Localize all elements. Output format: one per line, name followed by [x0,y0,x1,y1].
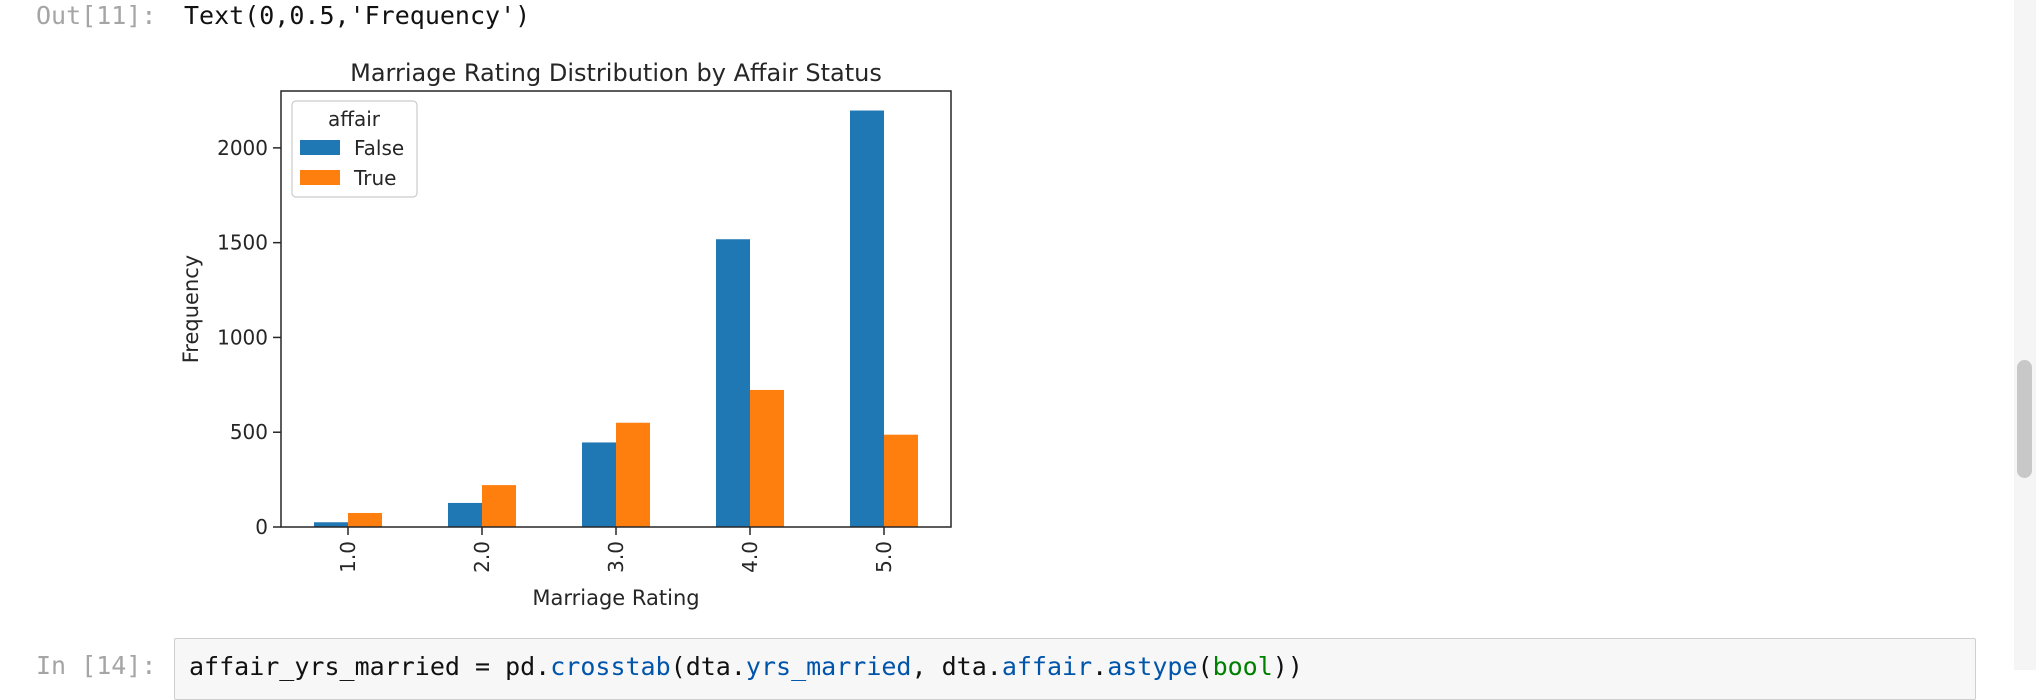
code-token: affair_yrs_married = pd. [189,652,551,681]
x-tick-label: 1.0 [336,541,360,573]
chart-title: Marriage Rating Distribution by Affair S… [350,59,882,87]
y-axis-label: Frequency [179,255,203,364]
y-tick-label: 500 [230,420,268,444]
bar-false-5 [850,110,884,528]
bar-true-5 [884,434,918,527]
output-text: Text(0,0.5,'Frequency') [184,1,531,30]
code-cell[interactable]: affair_yrs_married = pd.crosstab(dta.yrs… [174,638,1976,700]
y-tick-label: 1500 [217,231,268,255]
code-line[interactable]: affair_yrs_married = pd.crosstab(dta.yrs… [189,652,1303,681]
bar-true-2 [482,485,516,527]
legend-title: affair [328,107,381,131]
bar-true-3 [616,422,650,527]
legend-swatch-true [300,170,340,185]
x-tick-label: 4.0 [738,541,762,573]
legend-label-false: False [354,136,404,160]
code-token: ( [1197,652,1213,681]
bar-false-1 [314,522,348,527]
x-tick-label: 2.0 [470,541,494,573]
y-tick-label: 0 [255,515,268,539]
bar-false-3 [582,442,616,527]
out-prompt: Out[11]: [36,1,157,30]
bar-true-4 [750,389,784,527]
x-tick-label: 5.0 [872,541,896,573]
y-tick-label: 2000 [217,136,268,160]
bar-true-1 [348,512,382,527]
code-token-attr: affair [1001,652,1093,681]
in-prompt: In [14]: [36,651,157,680]
scrollbar-thumb[interactable] [2017,360,2032,478]
code-token-builtin: bool [1212,652,1273,681]
x-axis-label: Marriage Rating [532,586,699,610]
scrollbar-track[interactable] [2014,0,2036,670]
code-token: )) [1272,652,1303,681]
bar-chart: Marriage Rating Distribution by Affair S… [179,59,952,610]
code-token-attr: yrs_married [745,652,912,681]
legend-label-true: True [353,166,396,190]
bar-false-4 [716,239,750,528]
x-tick-label: 3.0 [604,541,628,573]
y-tick-label: 1000 [217,325,268,349]
code-token-fn: crosstab [550,652,671,681]
code-token: (dta. [670,652,746,681]
legend-swatch-false [300,140,340,155]
code-token: . [1092,652,1108,681]
bar-false-2 [448,502,482,527]
code-token-fn: astype [1107,652,1198,681]
code-token: , dta. [911,652,1002,681]
